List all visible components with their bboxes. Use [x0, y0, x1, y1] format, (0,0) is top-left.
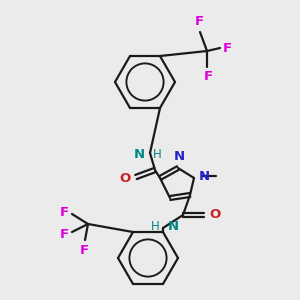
Text: F: F	[194, 15, 204, 28]
Text: O: O	[120, 172, 131, 184]
Text: N: N	[173, 150, 184, 163]
Text: F: F	[60, 227, 69, 241]
Text: F: F	[223, 41, 232, 55]
Text: N: N	[168, 220, 179, 232]
Text: F: F	[203, 70, 213, 83]
Text: H: H	[151, 220, 160, 232]
Text: O: O	[209, 208, 220, 220]
Text: F: F	[60, 206, 69, 218]
Text: N: N	[134, 148, 145, 160]
Text: N: N	[199, 169, 210, 182]
Text: F: F	[80, 244, 88, 257]
Text: H: H	[153, 148, 162, 160]
